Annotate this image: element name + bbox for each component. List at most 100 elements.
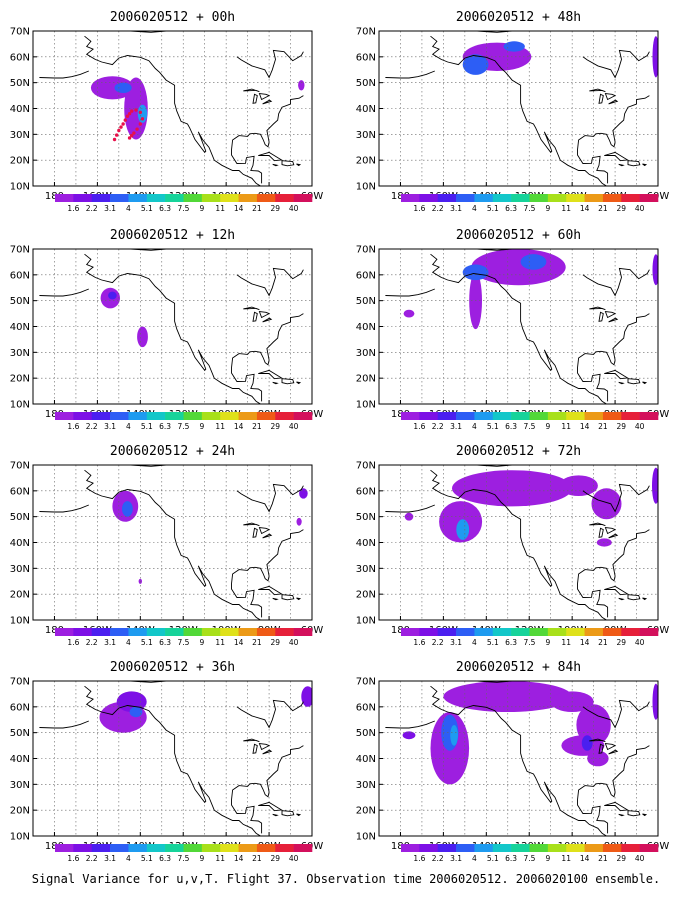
figure-caption: Signal Variance for u,v,T. Flight 37. Ob…: [31, 872, 661, 886]
signal-contour: [450, 725, 458, 746]
signal-contour: [576, 704, 611, 746]
map-svg: 2006020512 + 12h 10N 20N 30N 40N 50N 60N 70N 180…: [10, 228, 324, 431]
colorbar-swatch: [165, 628, 184, 636]
coastline: [236, 267, 304, 297]
lat-tick-label: 70N: [356, 27, 376, 38]
coastline: [281, 594, 295, 601]
colorbar-label: 4: [126, 204, 131, 213]
colorbar-label: 29: [617, 422, 627, 431]
colorbar-swatch: [293, 194, 313, 202]
colorbar-label: 1.6: [413, 422, 425, 431]
lat-tick-label: 10N: [356, 832, 376, 843]
signal-contour: [137, 104, 148, 123]
signal-contour: [462, 264, 489, 281]
colorbar-swatch: [401, 844, 420, 852]
colorbar-swatch: [73, 412, 93, 420]
coastline: [608, 533, 619, 539]
signal-contour: [114, 82, 132, 94]
panel-title: 2006020512 + 72h: [456, 444, 581, 459]
map-svg: 2006020512 + 48h 10N 20N 30N 40N 50N 60N 70N 180…: [356, 10, 670, 213]
colorbar-label: 5.1: [141, 854, 153, 863]
colorbar-label: 7.5: [178, 204, 190, 213]
coastline: [589, 306, 606, 311]
panel-title: 2006020512 + 48h: [456, 10, 581, 25]
lat-tick-label: 40N: [356, 322, 376, 333]
colorbar-swatch: [238, 412, 258, 420]
coastline: [430, 685, 607, 836]
colorbar-swatch: [474, 628, 494, 636]
coastline: [236, 483, 304, 513]
colorbar-label: 7.5: [524, 854, 536, 863]
colorbar-swatch: [110, 628, 129, 636]
colorbar-swatch: [437, 412, 457, 420]
signal-contour: [652, 683, 658, 720]
coastline: [608, 749, 619, 755]
colorbar-label: 6.3: [505, 638, 517, 647]
observation-point: [130, 133, 134, 138]
coastline: [598, 527, 604, 538]
lat-tick-label: 20N: [356, 806, 376, 817]
coastline: [252, 743, 258, 754]
coastline: [258, 801, 283, 812]
colorbar-swatch: [529, 628, 549, 636]
colorbar-label: 3.1: [104, 854, 116, 863]
lat-tick-label: 50N: [356, 728, 376, 739]
colorbar-swatch: [293, 628, 313, 636]
lon-tick-label: 180: [391, 841, 410, 852]
colorbar-label: 3.1: [450, 854, 462, 863]
coastline: [97, 681, 167, 683]
lat-tick-label: 40N: [10, 104, 30, 115]
coastline: [258, 585, 283, 596]
coastline: [296, 163, 302, 167]
colorbar-label: 14: [234, 204, 244, 213]
signal-contour: [591, 488, 622, 520]
colorbar-swatch: [456, 628, 475, 636]
coastline: [272, 381, 279, 385]
coastline: [231, 529, 304, 618]
colorbar-label: 40: [635, 638, 645, 647]
colorbar-swatch: [621, 628, 640, 636]
colorbar-label: 3.1: [450, 638, 462, 647]
map-panel: 2006020512 + 84h 10N 20N 30N 40N 50N 60N 70N 180…: [350, 654, 690, 876]
lat-tick-label: 70N: [356, 245, 376, 256]
coastline: [262, 749, 273, 755]
colorbar-label: 4: [472, 854, 477, 863]
lat-tick-label: 10N: [10, 400, 30, 411]
colorbar-swatch: [419, 628, 439, 636]
colorbar-label: 9: [200, 638, 205, 647]
coastline: [604, 801, 629, 812]
colorbar-swatch: [547, 194, 567, 202]
colorbar-swatch: [238, 194, 258, 202]
observation-point: [127, 111, 132, 116]
coastline: [385, 720, 435, 729]
map-svg: 2006020512 + 24h 10N 20N 30N 40N 50N 60N 70N 180…: [10, 444, 324, 647]
coastline: [430, 469, 607, 620]
colorbar-swatch: [275, 628, 294, 636]
colorbar-swatch: [511, 194, 530, 202]
coastline: [243, 306, 260, 311]
colorbar-label: 29: [271, 422, 281, 431]
coastline: [272, 813, 279, 817]
colorbar-swatch: [275, 844, 294, 852]
colorbar-swatch: [566, 844, 585, 852]
lat-tick-label: 10N: [356, 400, 376, 411]
coastline: [258, 742, 271, 751]
colorbar-label: 5.1: [141, 638, 153, 647]
coastline: [618, 597, 625, 601]
colorbar-label: 40: [635, 422, 645, 431]
colorbar-label: 7.5: [524, 204, 536, 213]
colorbar-swatch: [256, 628, 276, 636]
colorbar-label: 6.3: [159, 422, 171, 431]
colorbar-swatch: [639, 628, 659, 636]
colorbar-swatch: [165, 194, 184, 202]
coastline: [236, 49, 304, 79]
lat-tick-label: 70N: [10, 245, 30, 256]
colorbar-swatch: [256, 194, 276, 202]
lat-tick-label: 50N: [356, 296, 376, 307]
colorbar-label: 21: [252, 638, 262, 647]
colorbar-label: 4: [472, 422, 477, 431]
observation-point: [115, 133, 119, 137]
lat-tick-label: 40N: [10, 538, 30, 549]
coastline: [262, 99, 273, 105]
colorbar-swatch: [128, 628, 148, 636]
